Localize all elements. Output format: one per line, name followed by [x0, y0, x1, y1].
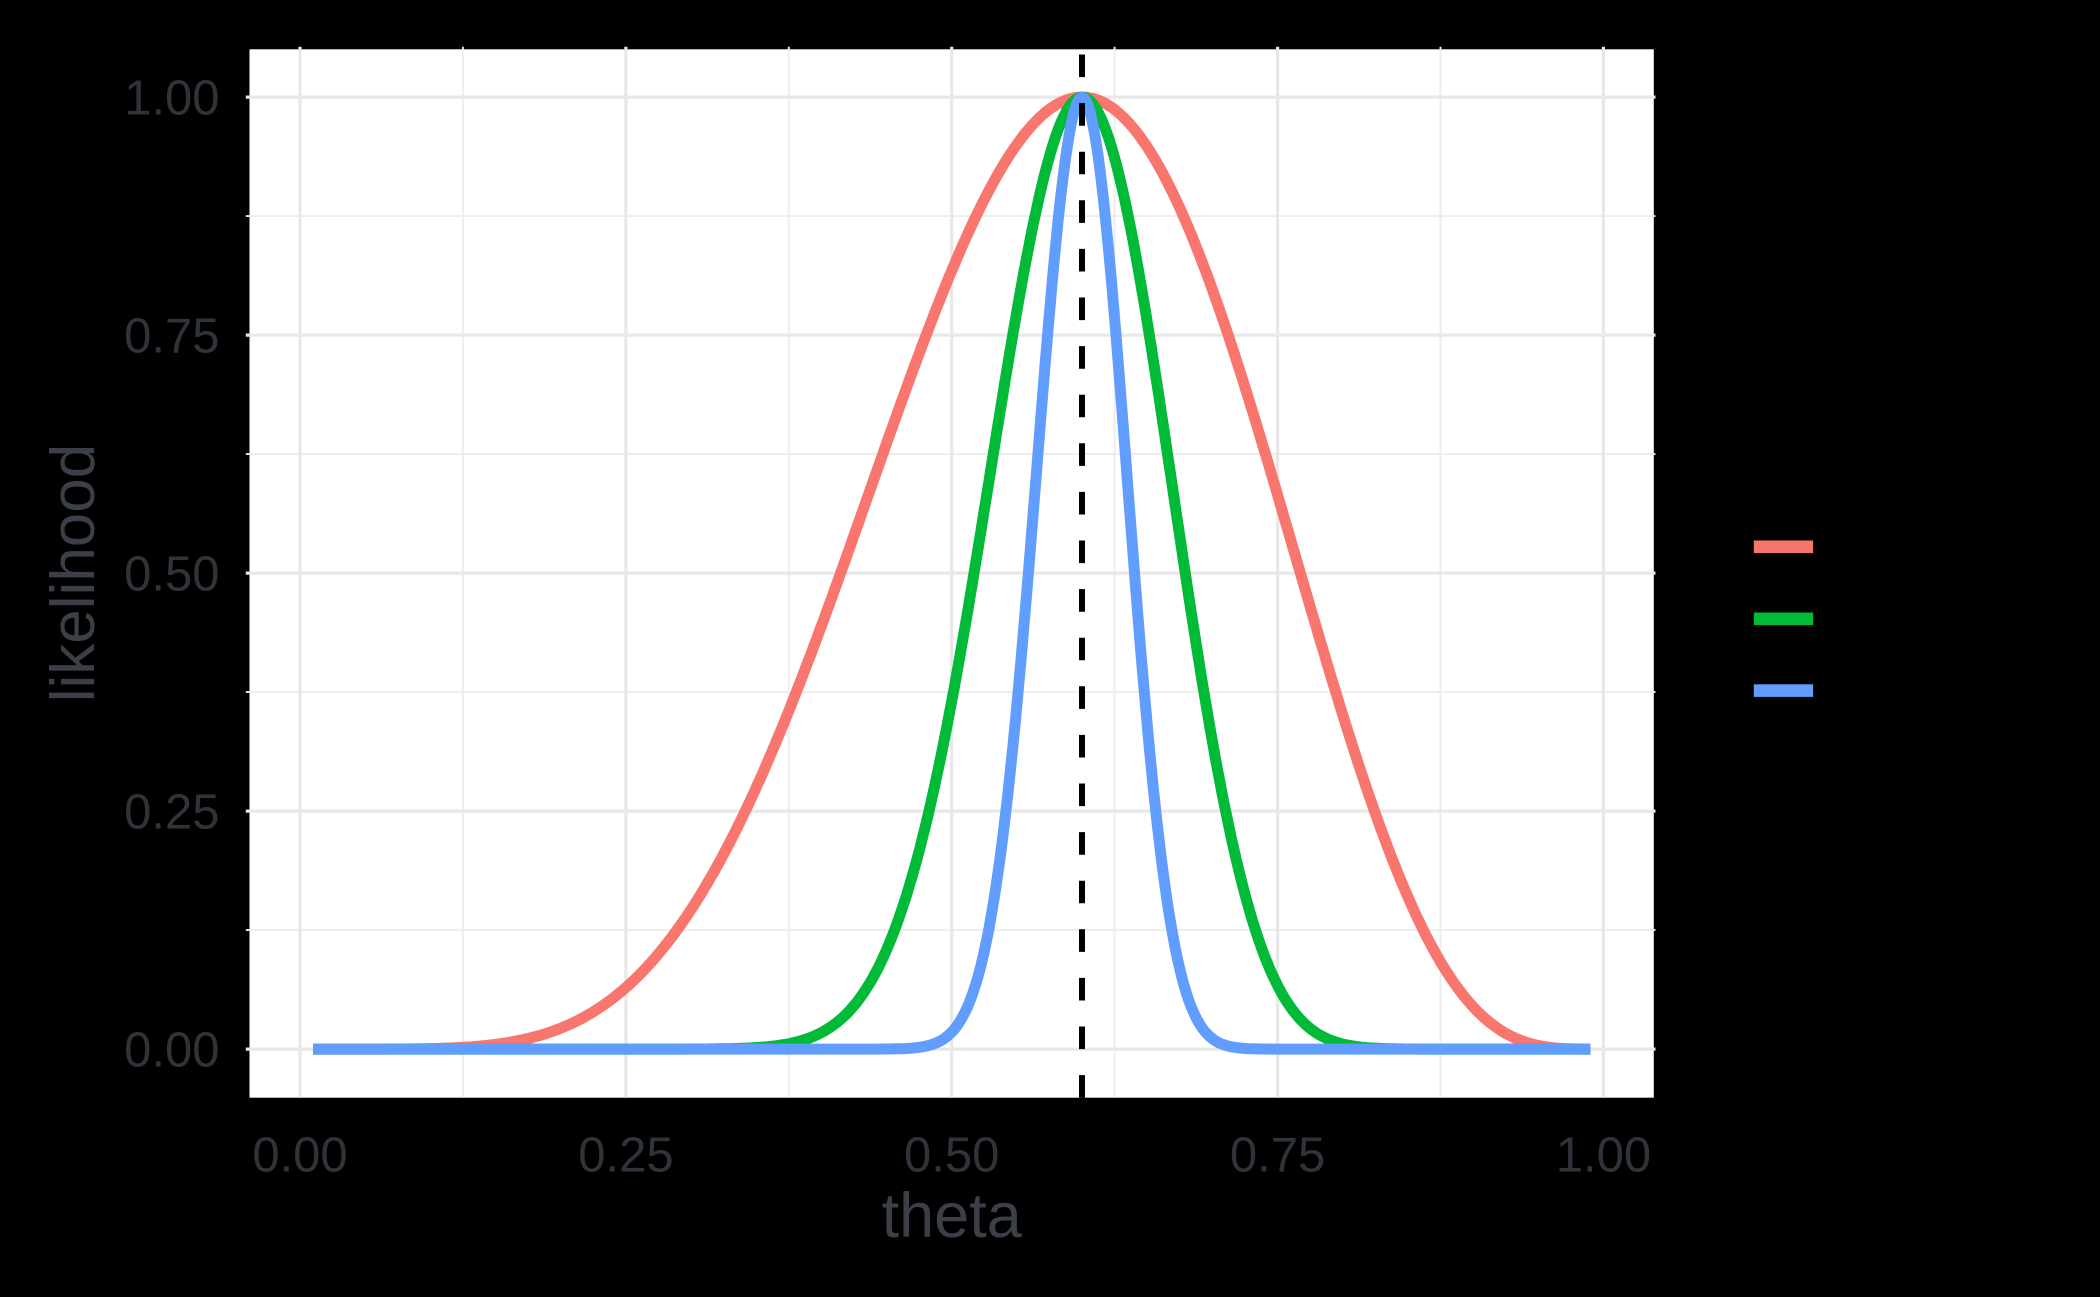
svg-text:0.00: 0.00: [252, 1128, 347, 1182]
svg-text:0.75: 0.75: [124, 310, 219, 364]
svg-text:theta: theta: [882, 1181, 1023, 1251]
svg-text:0.25: 0.25: [124, 786, 219, 840]
svg-text:0.00: 0.00: [124, 1024, 219, 1078]
svg-text:0.75: 0.75: [1230, 1128, 1325, 1182]
svg-text:1.00: 1.00: [124, 72, 219, 126]
svg-text:0.50: 0.50: [904, 1128, 999, 1182]
svg-text:likelihood: likelihood: [39, 444, 108, 703]
svg-text:1.00: 1.00: [1556, 1128, 1651, 1182]
svg-text:0.50: 0.50: [124, 548, 219, 602]
svg-text:0.25: 0.25: [578, 1128, 673, 1182]
